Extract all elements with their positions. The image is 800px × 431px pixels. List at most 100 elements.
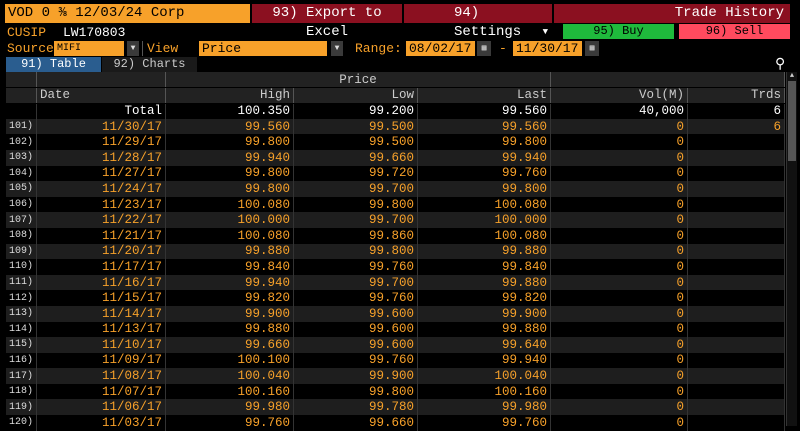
- table-row[interactable]: 103) 11/28/17 99.940 99.660 99.940 0: [6, 149, 785, 166]
- cell-vol: 0: [550, 290, 689, 306]
- cell-row-number[interactable]: 119): [6, 399, 38, 416]
- view-label: View: [147, 41, 179, 56]
- cell-last: 99.640: [417, 337, 552, 353]
- cell-row-number[interactable]: 108): [6, 227, 38, 244]
- cell-high: 99.940: [165, 274, 295, 291]
- cell-low: 99.800: [293, 383, 419, 400]
- cell-high: 99.560: [165, 118, 295, 135]
- table-row[interactable]: 115) 11/10/17 99.660 99.600 99.640 0: [6, 337, 785, 353]
- table-row[interactable]: 104) 11/27/17 99.800 99.720 99.760 0: [6, 165, 785, 182]
- table-row[interactable]: 118) 11/07/17 100.160 99.800 100.160 0: [6, 383, 785, 400]
- cell-vol: 0: [550, 337, 689, 353]
- table-row[interactable]: 107) 11/22/17 100.000 99.700 100.000 0: [6, 212, 785, 228]
- cell-row-number[interactable]: 107): [6, 212, 38, 228]
- table-row[interactable]: 111) 11/16/17 99.940 99.700 99.880 0: [6, 274, 785, 291]
- cell-high: 99.840: [165, 259, 295, 275]
- cell-row-number[interactable]: 115): [6, 337, 38, 353]
- cell-last: 99.760: [417, 415, 552, 431]
- source-label: Source: [7, 41, 54, 56]
- cell-row-number[interactable]: 106): [6, 196, 38, 213]
- cell-high: 100.080: [165, 196, 295, 213]
- tab-charts[interactable]: 92) Charts: [102, 57, 197, 72]
- table-row[interactable]: 114) 11/13/17 99.880 99.600 99.880 0: [6, 321, 785, 338]
- cell-low: 99.700: [293, 212, 419, 228]
- table-row[interactable]: 117) 11/08/17 100.040 99.900 100.040 0: [6, 368, 785, 384]
- cell-row-number[interactable]: 104): [6, 165, 38, 182]
- range-from-input[interactable]: 08/02/17: [406, 41, 475, 56]
- export-to-excel-button[interactable]: 93) Export to Excel: [252, 4, 402, 40]
- table-row[interactable]: 108) 11/21/17 100.080 99.860 100.080 0: [6, 227, 785, 244]
- cell-row-number[interactable]: 109): [6, 243, 38, 260]
- col-last[interactable]: Last: [417, 87, 552, 104]
- table-row[interactable]: 101) 11/30/17 99.560 99.500 99.560 0 6: [6, 118, 785, 135]
- sell-button[interactable]: 96) Sell: [679, 24, 790, 39]
- cell-low: 99.780: [293, 399, 419, 416]
- scrollbar[interactable]: ▲: [786, 72, 797, 426]
- table-row[interactable]: 102) 11/29/17 99.800 99.500 99.800 0: [6, 134, 785, 150]
- cell-vol: 0: [550, 352, 689, 369]
- cell-row-number[interactable]: 113): [6, 305, 38, 322]
- calendar-icon[interactable]: ▦: [477, 41, 491, 56]
- cell-vol: 0: [550, 149, 689, 166]
- cell-row-number[interactable]: 101): [6, 118, 38, 135]
- cell-date: 11/15/17: [36, 290, 167, 306]
- cell-vol: 0: [550, 383, 689, 400]
- cell-high: 99.820: [165, 290, 295, 306]
- col-date[interactable]: Date: [36, 87, 167, 104]
- cell-row-number[interactable]: 120): [6, 415, 38, 431]
- cell-trds: [687, 321, 785, 338]
- cell-high: 100.080: [165, 227, 295, 244]
- cell-high: 99.800: [165, 165, 295, 182]
- table-row[interactable]: 109) 11/20/17 99.880 99.800 99.880 0: [6, 243, 785, 260]
- tab-table[interactable]: 91) Table: [6, 57, 101, 72]
- range-to-input[interactable]: 11/30/17: [513, 41, 582, 56]
- cell-last: 99.900: [417, 305, 552, 322]
- source-dropdown-icon[interactable]: ▼: [127, 41, 139, 56]
- cell-row-number[interactable]: 118): [6, 383, 38, 400]
- cell-row-number[interactable]: 103): [6, 149, 38, 166]
- cell-date: 11/29/17: [36, 134, 167, 150]
- cell-row-number[interactable]: 112): [6, 290, 38, 306]
- buy-button[interactable]: 95) Buy: [563, 24, 674, 39]
- cell-trds: [687, 399, 785, 416]
- cell-row-number[interactable]: 117): [6, 368, 38, 384]
- table-row[interactable]: 113) 11/14/17 99.900 99.600 99.900 0: [6, 305, 785, 322]
- cell-row-number[interactable]: 111): [6, 274, 38, 291]
- table-row[interactable]: 106) 11/23/17 100.080 99.800 100.080 0: [6, 196, 785, 213]
- zoom-icon[interactable]: ⚲: [775, 57, 786, 73]
- cell-date: 11/24/17: [36, 181, 167, 197]
- col-low[interactable]: Low: [293, 87, 419, 104]
- table-row[interactable]: 110) 11/17/17 99.840 99.760 99.840 0: [6, 259, 785, 275]
- cell-row-number[interactable]: 102): [6, 134, 38, 150]
- cell-vol: 0: [550, 274, 689, 291]
- calendar-icon[interactable]: ▦: [585, 41, 599, 56]
- cell-high: 100.040: [165, 368, 295, 384]
- col-vol[interactable]: Vol(M): [550, 87, 689, 104]
- scroll-thumb[interactable]: [788, 81, 796, 161]
- settings-button[interactable]: 94) Settings ▼: [404, 4, 552, 40]
- table-row[interactable]: 120) 11/03/17 99.760 99.660 99.760 0: [6, 415, 785, 431]
- cell-low: 99.760: [293, 352, 419, 369]
- source-select[interactable]: MIFI: [54, 41, 124, 56]
- cell-row-number[interactable]: 110): [6, 259, 38, 275]
- scroll-up-icon[interactable]: ▲: [789, 72, 795, 80]
- cell-trds: [687, 243, 785, 260]
- trade-history-table: Price Date High Low Last Vol(M) Trds Tot…: [6, 72, 785, 431]
- cell-high: 99.980: [165, 399, 295, 416]
- col-high[interactable]: High: [165, 87, 295, 104]
- table-row[interactable]: 119) 11/06/17 99.980 99.780 99.980 0: [6, 399, 785, 416]
- cell-trds: [687, 134, 785, 150]
- cell-row-number[interactable]: 116): [6, 352, 38, 369]
- view-select[interactable]: Price: [199, 41, 327, 56]
- cell-row-number[interactable]: 114): [6, 321, 38, 338]
- col-trds[interactable]: Trds: [687, 87, 785, 104]
- cell-trds: [687, 383, 785, 400]
- table-row[interactable]: 105) 11/24/17 99.800 99.700 99.800 0: [6, 181, 785, 197]
- cell-vol: 0: [550, 212, 689, 228]
- cell-row-number[interactable]: 105): [6, 181, 38, 197]
- table-row[interactable]: 112) 11/15/17 99.820 99.760 99.820 0: [6, 290, 785, 306]
- table-row[interactable]: 116) 11/09/17 100.100 99.760 99.940 0: [6, 352, 785, 369]
- view-dropdown-icon[interactable]: ▼: [331, 41, 343, 56]
- cell-vol: 0: [550, 165, 689, 182]
- cell-high: 100.160: [165, 383, 295, 400]
